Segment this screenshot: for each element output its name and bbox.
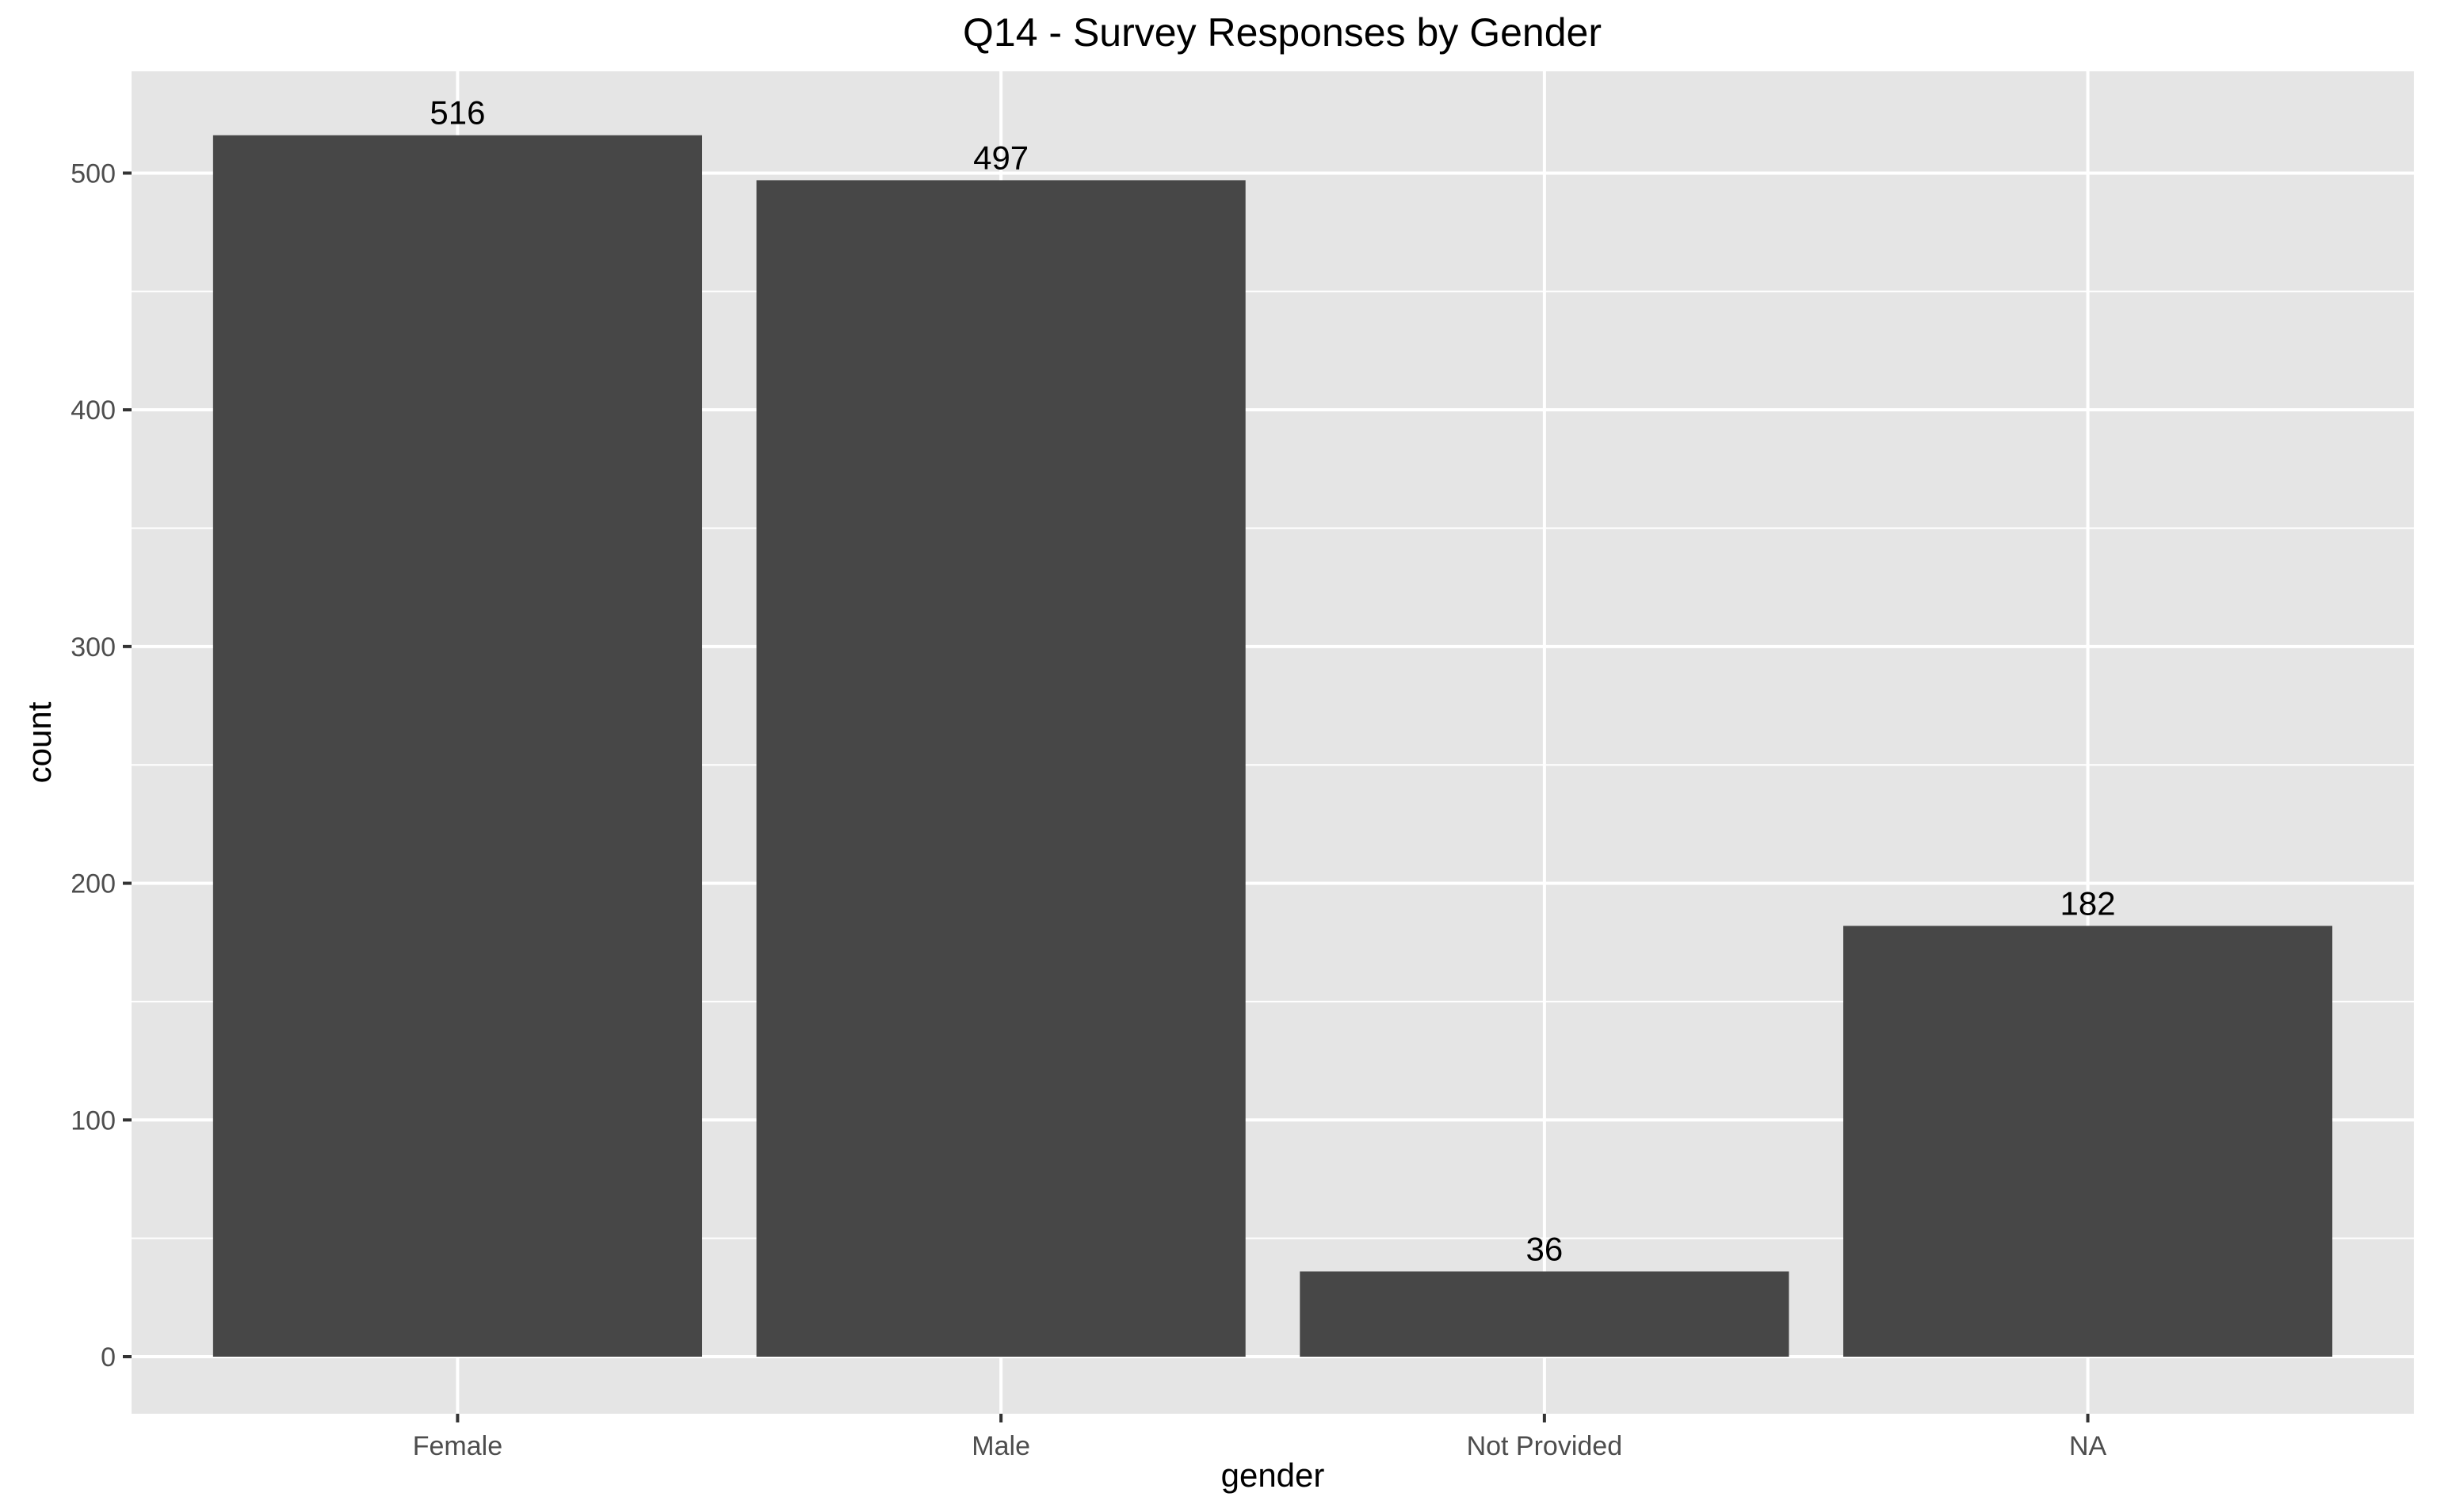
data-label: 182 <box>2060 884 2116 922</box>
x-tick-label: Not Provided <box>1467 1431 1623 1461</box>
y-axis-title: count <box>21 701 58 783</box>
y-axis: 0 100 200 300 400 500 <box>71 158 132 1373</box>
y-tick-label: 100 <box>71 1105 116 1136</box>
x-tick-label: Female <box>413 1431 502 1461</box>
y-tick-label: 300 <box>71 632 116 662</box>
x-tick-label: Male <box>972 1431 1030 1461</box>
bar-female <box>212 135 702 1357</box>
x-tick-label: NA <box>2069 1431 2107 1461</box>
y-tick-label: 200 <box>71 869 116 899</box>
y-tick-label: 500 <box>71 158 116 189</box>
x-axis: Female Male Not Provided NA <box>413 1414 2107 1461</box>
bar-na <box>1843 926 2333 1357</box>
data-label: 36 <box>1525 1230 1563 1267</box>
y-tick-label: 400 <box>71 395 116 426</box>
x-axis-title: gender <box>1221 1457 1325 1494</box>
bar-not-provided <box>1300 1271 1789 1357</box>
bars <box>212 135 2333 1357</box>
data-labels: 516 497 36 182 <box>430 94 2115 1268</box>
chart-title: Q14 - Survey Responses by Gender <box>963 10 1602 55</box>
data-label: 497 <box>973 139 1029 176</box>
bar-male <box>756 180 1246 1357</box>
data-label: 516 <box>430 94 485 132</box>
y-tick-label: 0 <box>101 1342 116 1373</box>
